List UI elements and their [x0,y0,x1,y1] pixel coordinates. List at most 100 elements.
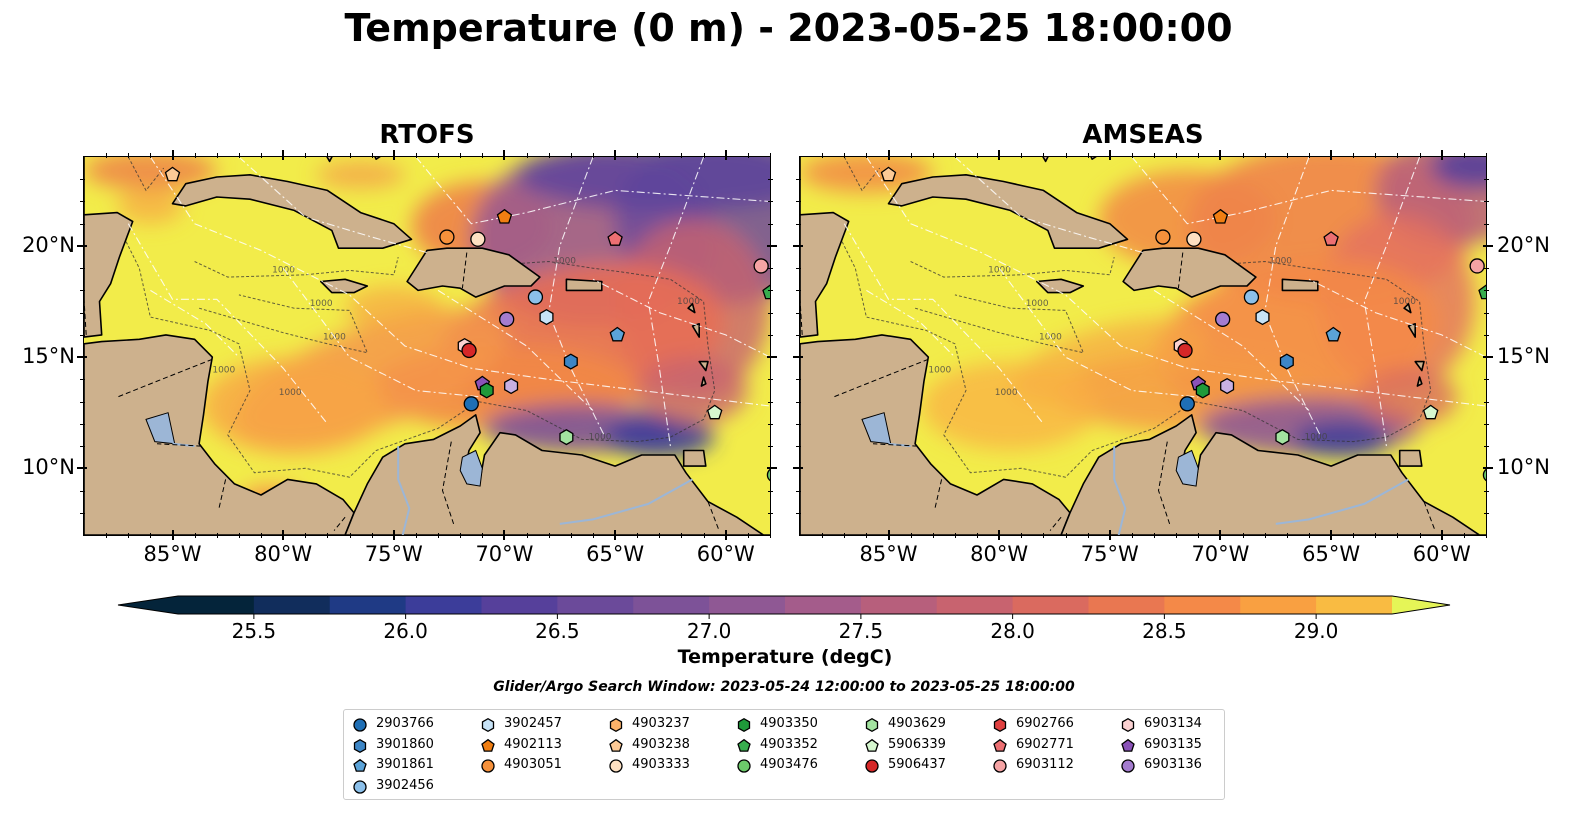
minor-tick [796,512,801,514]
float-marker-4903238[interactable] [880,166,897,182]
colorbar-tick-label: 25.5 [232,619,277,643]
float-marker-4903051[interactable] [439,229,455,245]
float-marker-6902771[interactable] [1323,231,1339,246]
minor-tick [910,533,912,538]
colorbar-tick-label: 28.0 [990,619,1035,643]
pentagon-marker-icon [993,738,1007,752]
float-marker-3901861[interactable] [609,326,626,342]
minor-tick [768,223,773,225]
float-marker-3902457[interactable] [1255,308,1270,326]
float-marker-4902113[interactable] [496,208,513,224]
svg-text:1000: 1000 [1026,299,1049,309]
minor-tick [150,153,152,158]
minor-tick [999,533,1001,538]
minor-tick [768,423,773,425]
minor-tick [1484,268,1489,270]
legend-label: 3902457 [504,716,562,731]
float-marker-5906437[interactable] [1177,342,1193,359]
legend-label: 6903136 [1144,757,1202,772]
minor-tick [1131,153,1133,158]
colorbar-bin [1240,596,1317,614]
float-marker-3902456[interactable] [1243,289,1260,305]
colorbar-bin [253,596,331,614]
minor-tick [1484,490,1489,492]
panel-title-rtofs: RTOFS [379,120,475,150]
minor-tick [681,533,683,538]
colorbar-bin [709,596,786,614]
legend-label: 3901860 [376,736,434,752]
pentagon-marker-icon [1121,738,1135,752]
float-marker-6903137[interactable] [1220,377,1235,395]
minor-tick [1484,468,1489,470]
legend-label: 4903350 [760,716,818,731]
minor-tick [796,357,801,359]
float-marker-6903112[interactable] [753,258,769,274]
float-marker-4903333[interactable] [1186,231,1202,247]
legend-label: 4903352 [760,736,818,752]
colorbar-bin [1316,596,1393,614]
minor-tick [770,533,771,538]
float-marker-2903766[interactable] [463,396,479,412]
float-marker-6903136[interactable] [499,311,515,327]
float-marker-6903137[interactable] [504,377,519,395]
minor-tick [1021,153,1023,158]
float-marker-4903051[interactable] [1155,229,1171,245]
float-marker-5906437[interactable] [461,342,477,359]
float-marker-4903352[interactable] [762,284,770,300]
minor-tick [504,153,506,158]
minor-tick [1331,533,1333,538]
minor-tick [1397,153,1399,158]
minor-tick [796,446,801,448]
minor-tick [1484,290,1489,292]
legend-label: 3902456 [376,777,434,793]
colorbar-bin [1164,596,1241,614]
minor-tick [216,153,218,158]
minor-tick [703,153,705,158]
colorbar-bin [557,596,634,614]
minor-tick [768,201,773,203]
lon-tick-label: 80°W [254,542,313,566]
minor-tick [615,533,617,538]
float-marker-3901861[interactable] [1325,326,1342,342]
map-rtofs[interactable]: 1000 1000 1000 1000 1000 1000 1000 1000 [83,156,771,536]
float-marker-2903766[interactable] [1179,396,1195,412]
float-marker-3902457[interactable] [539,308,554,326]
minor-tick [1242,533,1244,538]
float-marker-5906339[interactable] [706,404,723,420]
minor-tick [1484,401,1489,403]
minor-tick [592,153,594,158]
minor-tick [747,533,749,538]
float-marker-6902771[interactable] [607,231,623,246]
minor-tick [283,153,285,158]
minor-tick [1021,533,1023,538]
float-marker-5906339[interactable] [1422,404,1439,420]
lon-tick-label: 85°W [859,542,918,566]
float-marker-4903238[interactable] [164,166,181,182]
pentagon-marker-icon [353,758,367,772]
float-marker-6903136[interactable] [1215,311,1231,327]
float-marker-4903350[interactable] [1195,382,1210,399]
float-marker-4903629[interactable] [1275,429,1290,446]
float-marker-3902456[interactable] [527,289,544,305]
float-marker-4902113[interactable] [1212,208,1229,224]
float-marker-3901860[interactable] [1279,353,1294,370]
minor-tick [1484,179,1489,181]
map-amseas[interactable]: 1000 1000 1000 1000 1000 1000 1000 1000 [799,156,1487,536]
minor-tick [216,533,218,538]
minor-tick [305,533,307,538]
colorbar-tick-label: 26.5 [535,619,580,643]
float-marker-4903629[interactable] [559,429,574,446]
float-marker-4903352[interactable] [1478,284,1486,300]
minor-tick [349,533,351,538]
lon-tick-label: 65°W [1302,542,1361,566]
float-marker-4903333[interactable] [470,231,486,247]
float-marker-4903350[interactable] [479,382,494,399]
minor-tick [796,490,801,492]
minor-tick [1397,533,1399,538]
float-marker-6903112[interactable] [1469,258,1485,274]
float-marker-3901860[interactable] [563,353,578,370]
lon-tick-label: 70°W [1191,542,1250,566]
minor-tick [932,533,934,538]
float-marker-4903476[interactable] [766,468,770,482]
float-marker-4903476[interactable] [1482,468,1486,482]
